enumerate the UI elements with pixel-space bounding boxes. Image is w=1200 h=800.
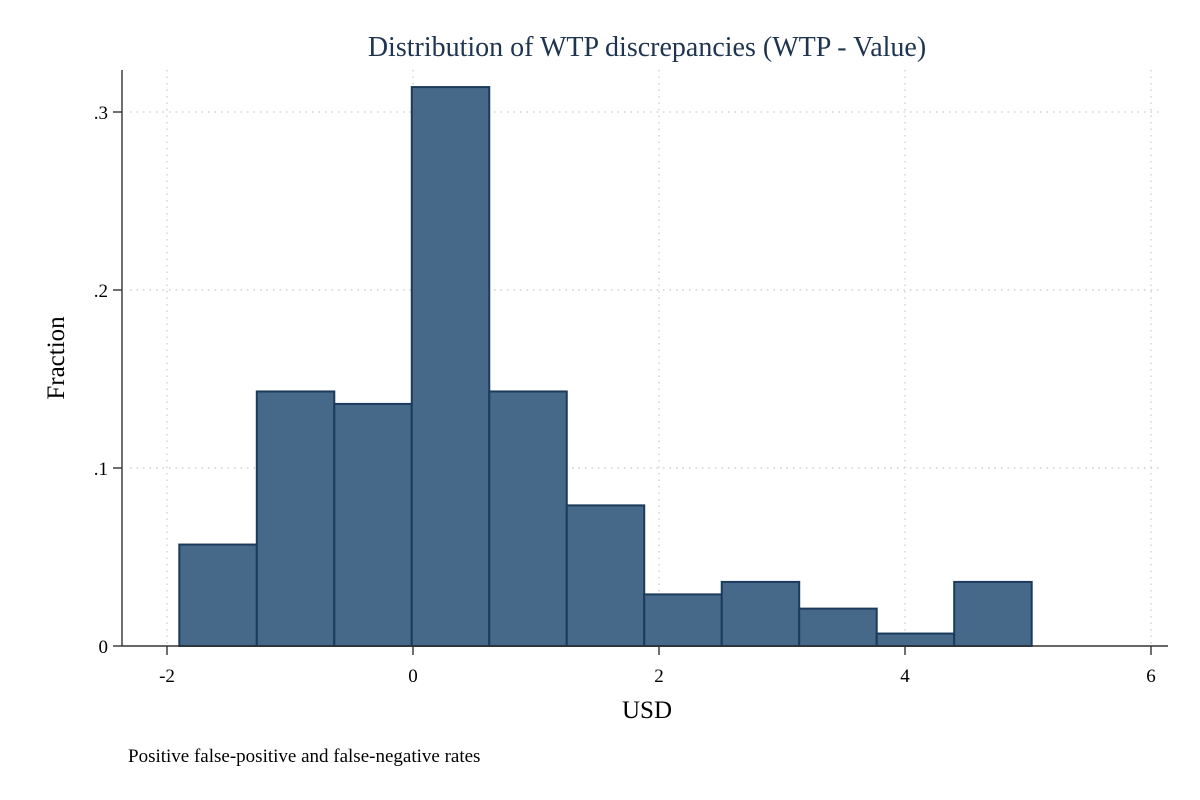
histogram-bar xyxy=(488,390,568,647)
y-tick-label: .2 xyxy=(94,281,108,302)
x-tick-label: -2 xyxy=(159,666,175,687)
histogram-bar xyxy=(720,580,801,647)
chart-title: Distribution of WTP discrepancies (WTP -… xyxy=(368,32,926,63)
histogram-bar xyxy=(875,632,956,647)
histogram-bars xyxy=(178,86,1033,648)
y-tick-label: 0 xyxy=(99,637,109,658)
histogram-bar xyxy=(333,402,413,648)
histogram-bar xyxy=(565,504,646,647)
histogram-bar xyxy=(798,607,878,647)
x-tick-label: 2 xyxy=(654,666,664,687)
y-tick-label: .1 xyxy=(94,459,108,480)
chart-note: Positive false-positive and false-negati… xyxy=(128,746,480,767)
histogram-bar xyxy=(953,580,1033,647)
grid-lines xyxy=(130,70,1160,646)
histogram-bar xyxy=(255,390,336,647)
x-tick-label: 6 xyxy=(1146,666,1156,687)
x-tick-label: 4 xyxy=(900,666,910,687)
x-tick-label: 0 xyxy=(408,666,418,687)
axes: -2 0 2 4 6 0 .1 .2 .3 xyxy=(94,70,1168,687)
x-axis-title: USD xyxy=(622,697,672,724)
y-tick-label: .3 xyxy=(94,103,108,124)
histogram-bar xyxy=(178,543,258,647)
histogram-bar xyxy=(643,593,723,648)
histogram-bar xyxy=(410,86,491,647)
y-axis-title: Fraction xyxy=(43,316,70,400)
